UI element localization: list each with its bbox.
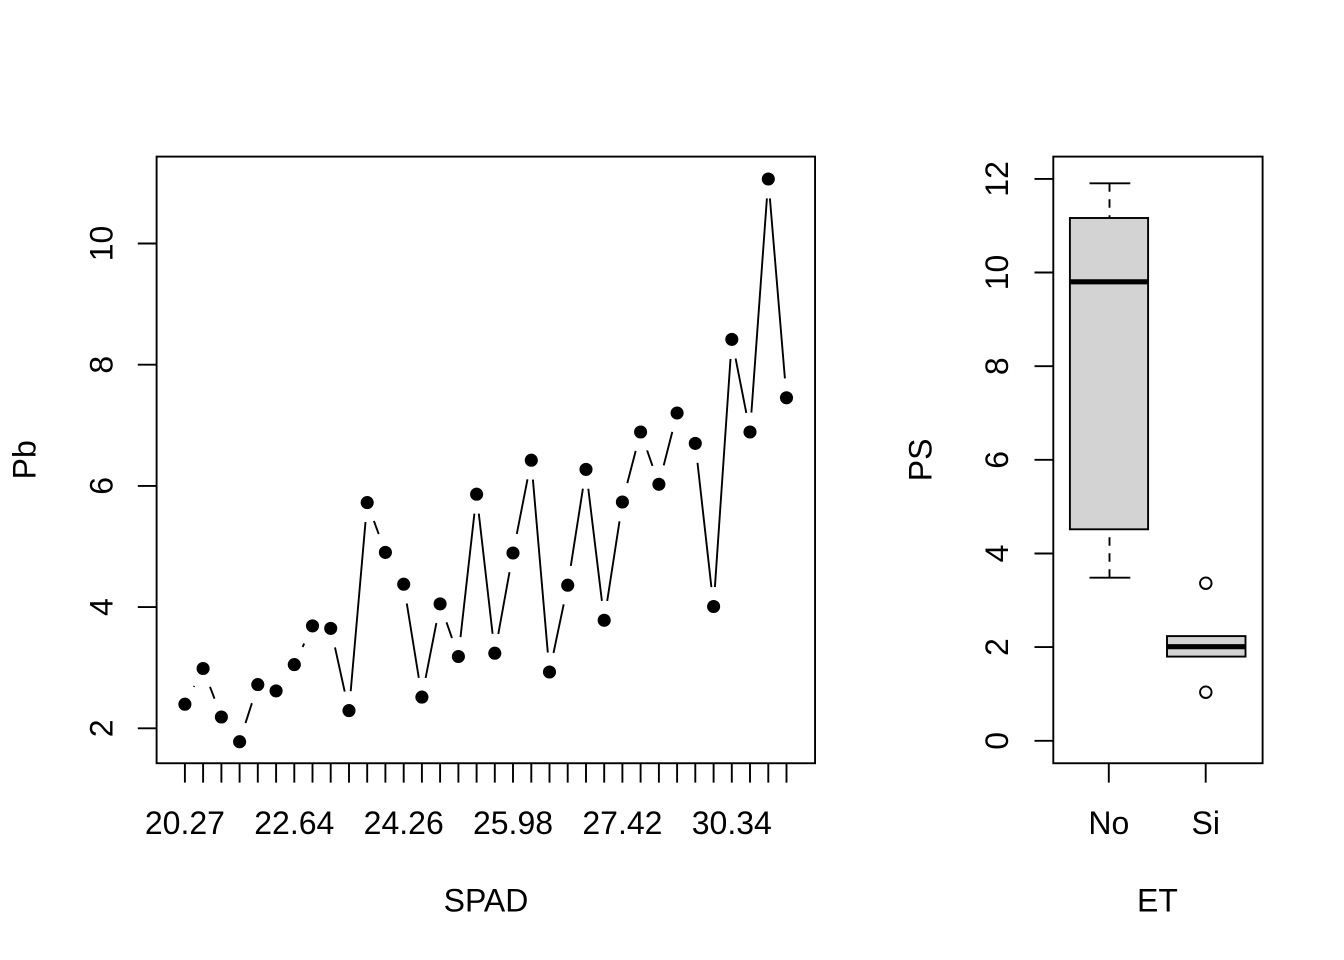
svg-text:Pb: Pb [7, 440, 43, 479]
svg-text:25.98: 25.98 [473, 805, 553, 841]
svg-text:24.26: 24.26 [364, 805, 444, 841]
svg-text:22.64: 22.64 [254, 805, 334, 841]
svg-text:4: 4 [979, 545, 1015, 563]
svg-text:No: No [1088, 805, 1129, 841]
svg-text:4: 4 [83, 598, 119, 616]
svg-text:PS: PS [903, 439, 939, 482]
svg-text:20.27: 20.27 [145, 805, 225, 841]
svg-text:Si: Si [1191, 805, 1219, 841]
svg-text:12: 12 [979, 161, 1015, 197]
svg-text:10: 10 [83, 226, 119, 262]
svg-text:6: 6 [979, 451, 1015, 469]
svg-text:ET: ET [1137, 882, 1178, 918]
svg-text:2: 2 [83, 719, 119, 737]
svg-text:10: 10 [979, 255, 1015, 291]
svg-text:30.34: 30.34 [692, 805, 772, 841]
svg-text:0: 0 [979, 732, 1015, 750]
svg-text:8: 8 [83, 356, 119, 374]
svg-text:27.42: 27.42 [582, 805, 662, 841]
svg-text:2: 2 [979, 638, 1015, 656]
svg-text:8: 8 [979, 357, 1015, 375]
svg-text:6: 6 [83, 477, 119, 495]
svg-text:SPAD: SPAD [444, 882, 529, 918]
